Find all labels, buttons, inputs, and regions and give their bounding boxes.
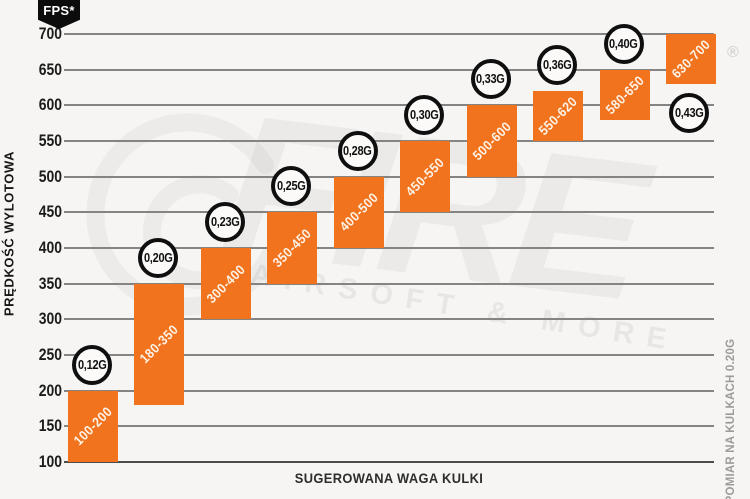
x-axis-baseline — [64, 461, 714, 463]
y-tick-label: 350 — [38, 273, 62, 293]
velocity-range-label: 300-400 — [203, 261, 249, 306]
bb-weight-label: 0,28G — [343, 143, 373, 158]
y-tick-label: 150 — [38, 416, 62, 436]
y-tick-label: 400 — [38, 238, 62, 257]
measurement-footnote: *POMIAR NA KULKACH 0.20G — [725, 338, 737, 499]
bb-weight-badge: 0,40G — [603, 23, 644, 64]
grid-line — [64, 282, 714, 285]
velocity-range-label: 550-620 — [535, 93, 581, 139]
bb-weight-label: 0,23G — [210, 215, 240, 229]
grid-line — [64, 68, 714, 71]
bb-weight-label: 0,36G — [542, 58, 572, 73]
grid-line — [64, 175, 714, 178]
y-tick-label: 650 — [38, 59, 62, 79]
y-tick-label: 550 — [38, 131, 62, 150]
velocity-range-bar: 300-400 — [200, 248, 251, 320]
bb-weight-badge: 0,20G — [138, 237, 179, 278]
velocity-range-label: 500-600 — [469, 118, 514, 164]
y-tick-label: 600 — [38, 95, 62, 115]
bb-weight-badge: 0,12G — [72, 344, 112, 385]
bb-weight-badge: 0,23G — [204, 202, 245, 242]
velocity-range-bar: 580-650 — [599, 69, 650, 120]
y-tick-label: 200 — [38, 380, 62, 400]
grid-line — [64, 211, 714, 214]
velocity-range-label: 580-650 — [602, 72, 647, 117]
y-axis-title: PRĘDKOŚĆ WYLOTOWA — [1, 150, 17, 317]
bb-weight-label: 0,30G — [409, 108, 439, 122]
bb-weight-label: 0,25G — [276, 179, 306, 194]
grid-line — [64, 389, 714, 392]
velocity-range-label: 100-200 — [70, 404, 116, 449]
bb-weight-label: 0,43G — [674, 105, 704, 120]
velocity-range-bar: 550-620 — [533, 91, 584, 141]
grid-line — [64, 140, 714, 142]
velocity-range-label: 350-450 — [270, 225, 315, 271]
velocity-range-bar: 500-600 — [466, 105, 517, 177]
velocity-range-bar: 100-200 — [68, 390, 118, 462]
bb-weight-badge: 0,28G — [337, 130, 378, 171]
bb-weight-label: 0,12G — [77, 357, 107, 372]
grid-line — [64, 33, 714, 35]
bb-weight-label: 0,20G — [144, 250, 173, 265]
bb-weight-label: 0,33G — [476, 72, 505, 87]
x-axis-title: SUGEROWANA WAGA KULKI — [294, 470, 484, 486]
bb-weight-badge: 0,43G — [668, 92, 709, 133]
y-tick-label: 700 — [38, 24, 62, 43]
bb-weight-badge: 0,30G — [404, 95, 445, 135]
velocity-range-label: 630-700 — [668, 36, 714, 82]
grid-line — [64, 425, 714, 428]
velocity-range-label: 180-350 — [137, 322, 182, 367]
y-tick-label: 100 — [38, 452, 62, 471]
y-tick-label: 500 — [38, 166, 62, 186]
velocity-range-bar: 630-700 — [665, 34, 716, 84]
velocity-range-bar: 350-450 — [267, 212, 318, 284]
bb-weight-badge: 0,25G — [271, 166, 312, 207]
grid-line — [64, 354, 714, 356]
grid-line — [64, 104, 714, 107]
bb-weight-label: 0,40G — [609, 36, 638, 51]
velocity-range-bar: 450-550 — [400, 141, 451, 213]
grid-line — [64, 247, 714, 249]
y-tick-label: 300 — [38, 309, 62, 329]
y-tick-label: 250 — [38, 345, 62, 364]
grid-line — [64, 318, 714, 321]
velocity-range-bar: 400-500 — [333, 176, 384, 248]
velocity-range-bar: 180-350 — [134, 283, 185, 405]
velocity-range-label: 400-500 — [336, 190, 381, 235]
y-tick-label: 450 — [38, 202, 62, 222]
velocity-range-label: 450-550 — [403, 154, 448, 199]
bb-weight-badge: 0,36G — [537, 45, 578, 86]
bb-weight-badge: 0,33G — [470, 59, 511, 100]
